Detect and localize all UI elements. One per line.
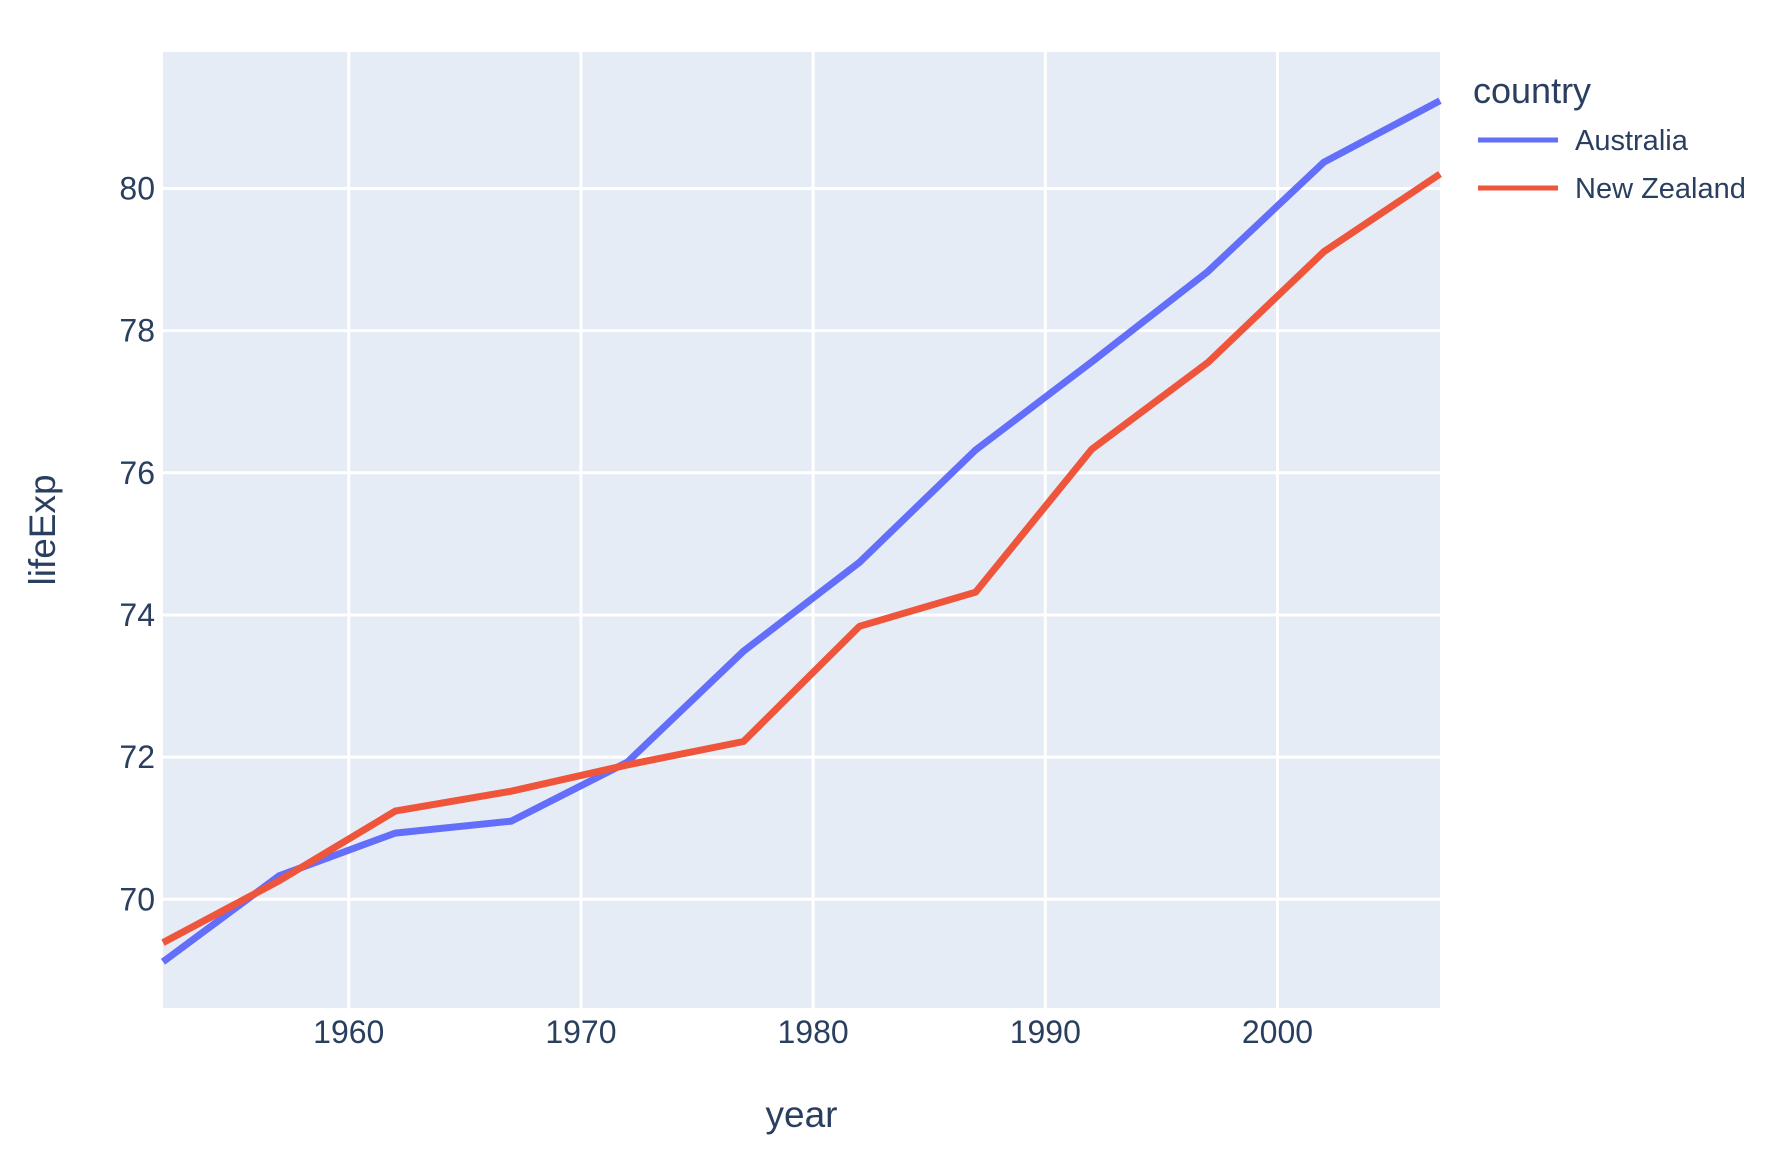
gridlines xyxy=(163,52,1440,1008)
y-tick-label: 70 xyxy=(119,881,155,917)
legend: country Australia New Zealand xyxy=(1473,70,1746,205)
x-tick-label: 2000 xyxy=(1242,1014,1313,1050)
x-axis-ticks: 1960 1970 1980 1990 2000 xyxy=(313,1014,1313,1050)
y-axis-ticks: 70 72 74 76 78 80 xyxy=(119,170,155,917)
y-tick-label: 80 xyxy=(119,170,155,206)
x-tick-label: 1990 xyxy=(1010,1014,1081,1050)
y-tick-label: 72 xyxy=(119,739,155,775)
legend-title: country xyxy=(1473,70,1591,111)
y-axis-title: lifeExp xyxy=(22,474,63,585)
series-group xyxy=(160,97,1442,965)
x-tick-label: 1960 xyxy=(313,1014,384,1050)
y-tick-label: 76 xyxy=(119,455,155,491)
y-tick-label: 78 xyxy=(119,313,155,349)
legend-item-australia[interactable]: Australia xyxy=(1478,125,1689,157)
series-line-new-zealand[interactable] xyxy=(161,171,1442,946)
plot-area[interactable] xyxy=(163,52,1440,1008)
legend-item-label: New Zealand xyxy=(1575,173,1746,205)
y-tick-label: 74 xyxy=(119,597,155,633)
x-tick-label: 1970 xyxy=(545,1014,616,1050)
legend-item-new-zealand[interactable]: New Zealand xyxy=(1478,173,1746,205)
x-axis-title: year xyxy=(766,1094,838,1135)
series-line-australia[interactable] xyxy=(160,97,1442,965)
legend-item-label: Australia xyxy=(1575,125,1689,157)
x-tick-label: 1980 xyxy=(778,1014,849,1050)
